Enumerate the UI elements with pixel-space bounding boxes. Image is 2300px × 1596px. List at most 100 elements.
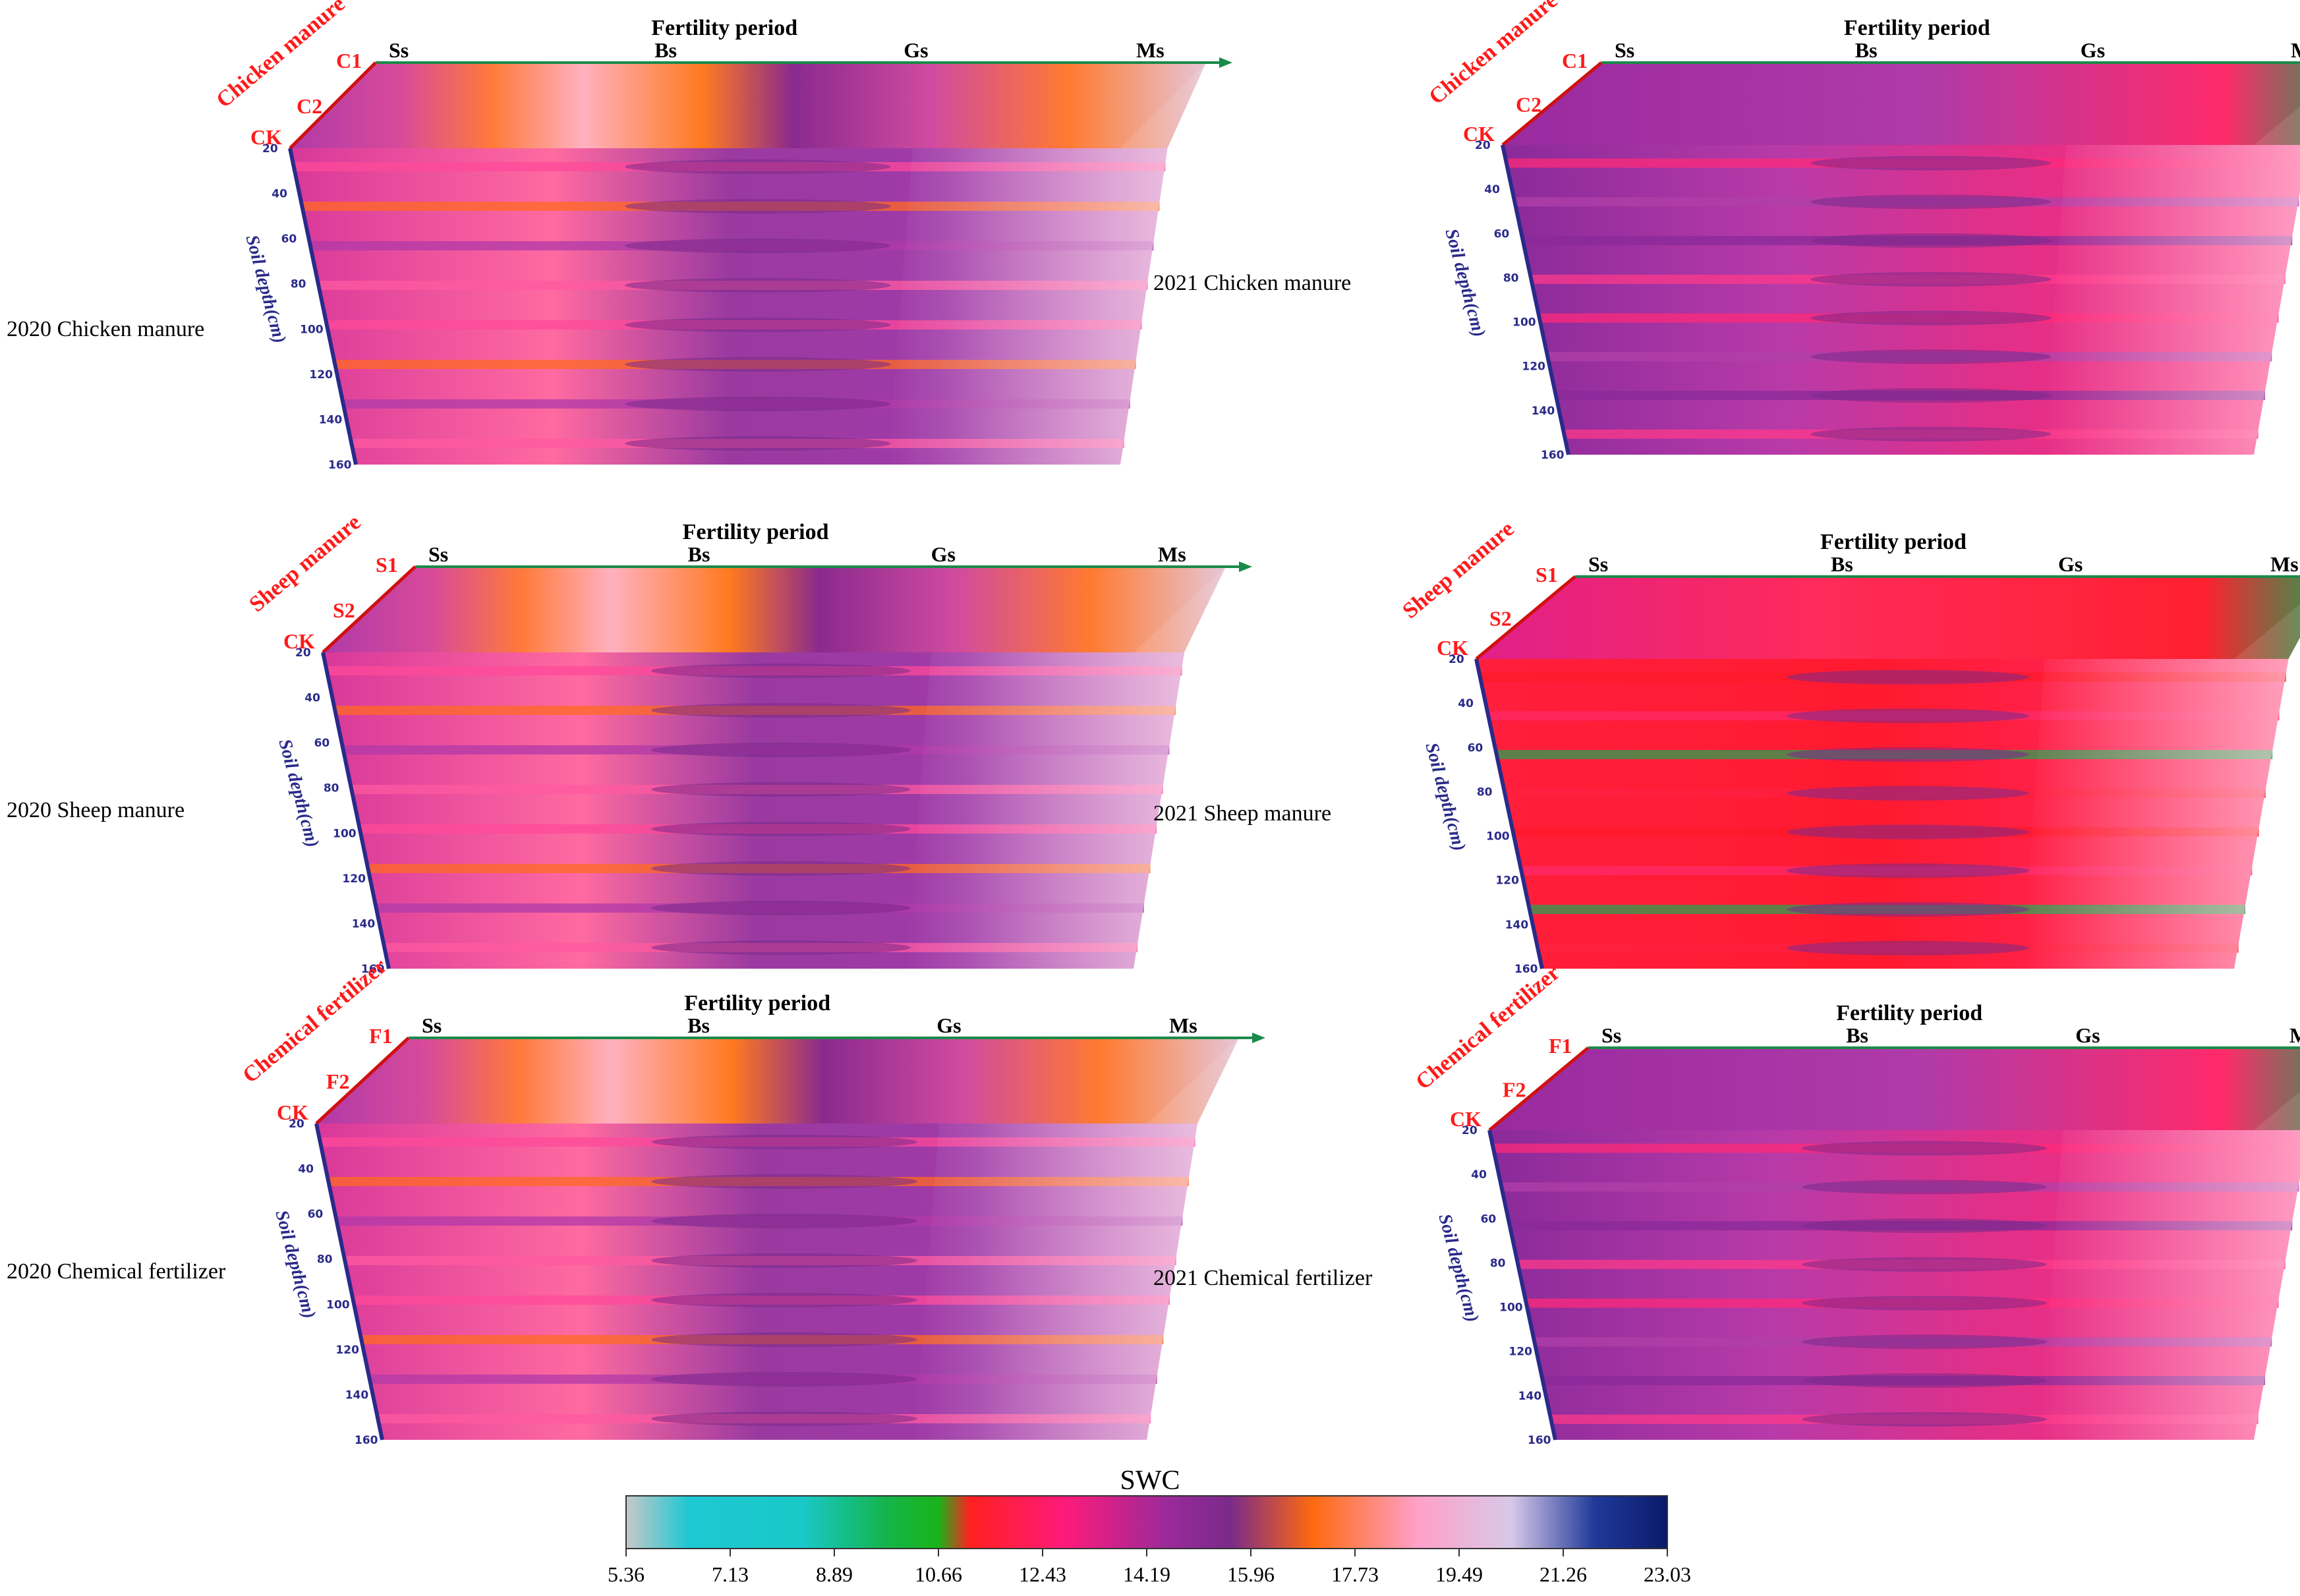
- treatment-level-ck: CK: [1463, 122, 1495, 146]
- period-axis-arrow: [1239, 561, 1252, 572]
- block-top-face-shade: [1489, 1048, 2300, 1130]
- block-right-fade: [914, 1124, 1197, 1440]
- panel-label: 2020 Chicken manure: [7, 317, 204, 341]
- treatment-level-2: F2: [326, 1069, 350, 1093]
- depth-tick-label: 140: [1532, 405, 1555, 418]
- depth-tick-label: 20: [1475, 139, 1491, 152]
- contour-ellipse: [651, 822, 911, 836]
- depth-axis-title: Soil depth(cm): [274, 737, 323, 849]
- treatment-axis: [289, 61, 377, 150]
- depth-tick-label: 160: [1541, 449, 1565, 462]
- contour-ellipse: [1810, 310, 2052, 326]
- colorbar-tick-label: 15.96: [1227, 1562, 1275, 1586]
- depth-axis: [1501, 144, 1570, 455]
- contour-ellipse: [1802, 1334, 2047, 1350]
- treatment-axis: [315, 1037, 410, 1125]
- contour-ellipse: [1787, 940, 2029, 955]
- treatment-level-1: F1: [369, 1024, 393, 1048]
- contour-ellipse: [651, 1174, 917, 1189]
- treatment-title: Chemical fertilizer: [1411, 960, 1565, 1095]
- stage-label-bs: Bs: [1831, 552, 1853, 576]
- contour-ellipse: [625, 318, 891, 332]
- depth-tick-label: 60: [281, 233, 297, 246]
- contour-ellipse: [651, 1372, 917, 1386]
- depth-tick-label: 160: [361, 963, 385, 976]
- block-top-face-shade: [1503, 63, 2300, 145]
- treatment-level-2: C2: [297, 94, 322, 118]
- period-axis-title: Fertility period: [1836, 1001, 1982, 1025]
- depth-tick-label: 80: [324, 782, 339, 795]
- depth-tick-label: 20: [289, 1118, 304, 1131]
- depth-tick-label: 140: [352, 917, 376, 930]
- depth-tick-label: 140: [345, 1388, 369, 1402]
- contour-ellipse: [1787, 824, 2029, 840]
- panel-label: 2020 Chemical fertilizer: [7, 1259, 226, 1284]
- contour-ellipse: [651, 1411, 917, 1426]
- contour-ellipse: [651, 1214, 917, 1228]
- depth-tick-label: 120: [1495, 874, 1519, 888]
- contour-ellipse: [1787, 902, 2029, 917]
- colorbar-tick-label: 12.43: [1019, 1562, 1066, 1586]
- colorbar-tick-label: 23.03: [1644, 1562, 1691, 1586]
- depth-tick-label: 120: [1522, 360, 1545, 374]
- depth-tick-label: 60: [308, 1208, 324, 1221]
- stage-label-ss: Ss: [422, 1013, 442, 1037]
- contour-ellipse: [1802, 1180, 2047, 1195]
- block-right-fade: [888, 148, 1168, 465]
- contour-ellipse: [651, 1253, 917, 1268]
- contour-ellipse: [651, 664, 911, 678]
- contour-ellipse: [1810, 233, 2052, 248]
- stage-label-ss: Ss: [1601, 1023, 1621, 1047]
- contour-ellipse: [625, 239, 891, 253]
- depth-tick-label: 160: [1528, 1434, 1551, 1447]
- contour-ellipse: [1802, 1296, 2047, 1311]
- depth-axis: [321, 652, 391, 969]
- period-axis-title: Fertility period: [1820, 530, 1967, 554]
- colorbar-ramp: [625, 1495, 1668, 1549]
- colorbar: SWC 5.36 7.13 8.89 10.66 12.43 14.19 15.96 17.7…: [608, 1466, 1691, 1586]
- stage-label-bs: Bs: [654, 38, 677, 62]
- contour-ellipse: [1802, 1411, 2047, 1427]
- contour-ellipse: [651, 1332, 917, 1347]
- period-axis-arrow: [1252, 1033, 1265, 1043]
- stage-label-ss: Ss: [389, 38, 409, 62]
- stage-label-bs: Bs: [688, 542, 710, 566]
- contour-ellipse: [625, 436, 891, 451]
- depth-tick-label: 80: [291, 278, 306, 291]
- stage-label-ss: Ss: [1615, 38, 1634, 62]
- depth-tick-label: 40: [304, 692, 320, 705]
- colorbar-title: SWC: [1120, 1466, 1180, 1496]
- depth-axis-title: Soil depth(cm): [1421, 741, 1470, 853]
- block-top-face-shade: [323, 567, 1226, 652]
- treatment-level-1: S1: [376, 553, 398, 577]
- depth-tick-label: 160: [328, 459, 352, 472]
- period-axis-title: Fertility period: [683, 520, 829, 544]
- period-axis-title: Fertility period: [1844, 16, 1990, 40]
- contour-ellipse: [625, 357, 891, 372]
- panel-grid: 2020 Chicken manure Fertility period Ss Bs G…: [7, 0, 2300, 1447]
- panel-5: 2020 Chemical fertilizer Fertility period…: [7, 954, 1265, 1447]
- depth-axis: [1487, 1129, 1557, 1440]
- contour-ellipse: [625, 159, 891, 174]
- depth-tick-label: 60: [1468, 741, 1483, 755]
- block-top-face-shade: [1476, 577, 2300, 659]
- treatment-level-2: S2: [333, 598, 355, 622]
- depth-tick-label: 80: [1503, 271, 1519, 285]
- depth-tick-label: 160: [1514, 963, 1538, 976]
- contour-ellipse: [625, 199, 891, 214]
- contour-ellipse: [1810, 426, 2052, 442]
- block-top-face-shade: [290, 63, 1206, 148]
- stage-label-ms: Ms: [2289, 1023, 2300, 1047]
- treatment-level-ck: CK: [277, 1100, 308, 1124]
- panel-6: 2021 Chemical fertilizer Fertility period…: [1153, 960, 2300, 1447]
- depth-tick-label: 40: [1471, 1168, 1487, 1182]
- contour-ellipse: [651, 782, 911, 797]
- contour-ellipse: [651, 703, 911, 718]
- contour-ellipse: [651, 743, 911, 757]
- block-right-fade: [2022, 659, 2289, 969]
- stage-label-gs: Gs: [904, 38, 928, 62]
- stage-label-gs: Gs: [2081, 38, 2105, 62]
- contour-ellipse: [1787, 670, 2029, 685]
- depth-tick-label: 40: [298, 1163, 314, 1176]
